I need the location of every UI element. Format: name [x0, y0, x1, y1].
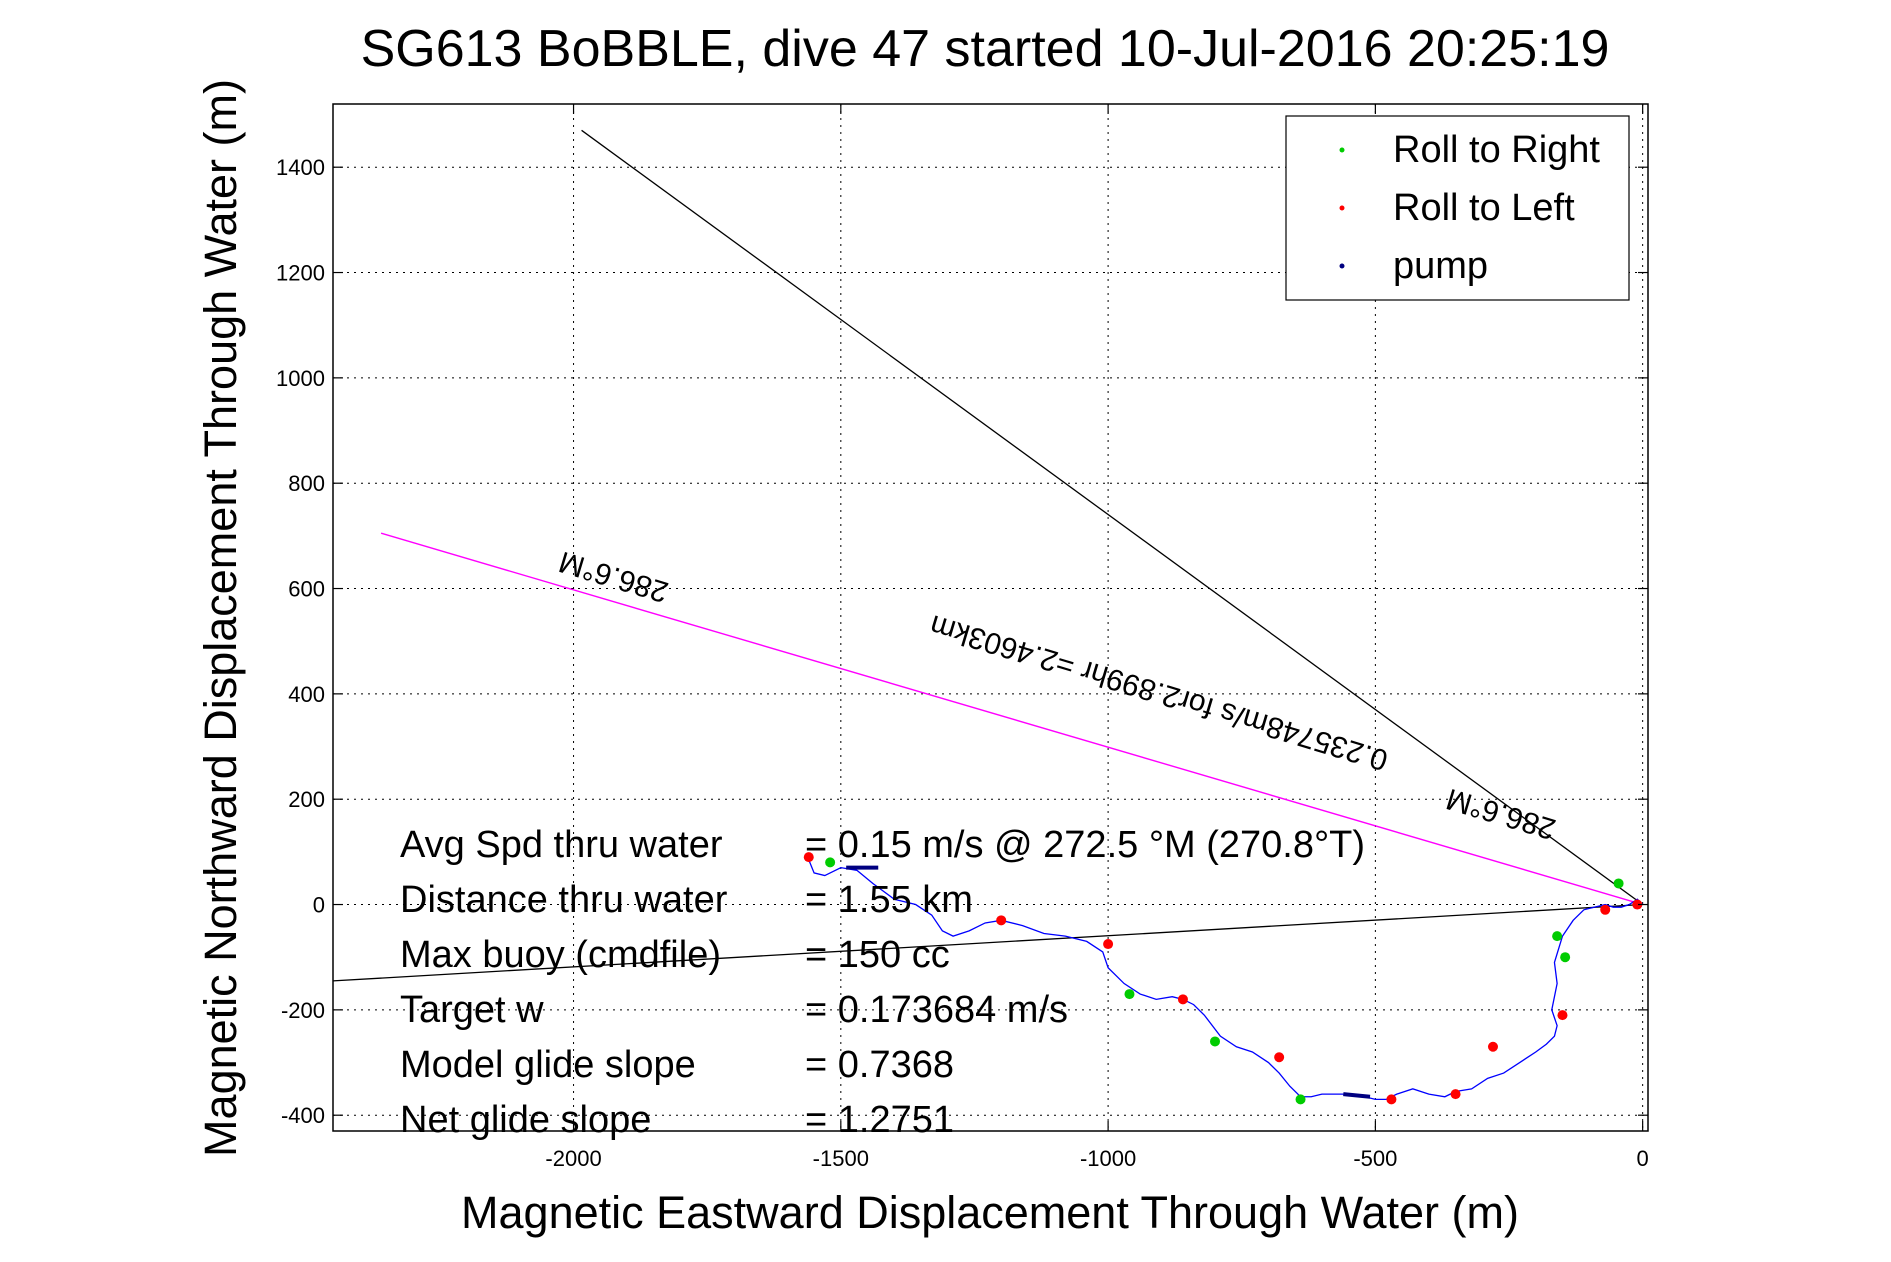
line-annotation: 286.6°M [555, 545, 672, 609]
reference-line [332, 903, 1643, 982]
roll-left-point [1103, 939, 1114, 950]
annotation-layer: 286.6°M 286.6°M 0.235748m/s for2.899hr =2.… [555, 545, 1559, 846]
x-tick-label: 0 [1637, 1146, 1649, 1171]
y-tick-label: 1000 [276, 366, 325, 391]
x-tick-label: -1000 [1080, 1146, 1136, 1171]
chart-title: SG613 BoBBLE, dive 47 started 10-Jul-201… [361, 20, 1610, 78]
roll-left-point [1177, 994, 1188, 1005]
stat-value: = 0.173684 m/s [805, 989, 1068, 1031]
stat-label: Distance thru water [400, 879, 728, 921]
roll-left-point [1487, 1041, 1498, 1052]
stat-label: Max buoy (cmdfile) [400, 934, 721, 976]
legend-marker [1339, 205, 1345, 211]
y-tick-label: 0 [313, 893, 325, 918]
stat-value: = 150 cc [805, 934, 950, 976]
x-axis-label: Magnetic Eastward Displacement Through W… [461, 1187, 1519, 1238]
legend-label: Roll to Left [1393, 187, 1575, 229]
roll-right-point [1613, 878, 1624, 889]
reference-line [581, 129, 1644, 906]
roll-left-point [1274, 1052, 1285, 1063]
line-annotation: 0.235748m/s for2.899hr =2.4603km [926, 608, 1392, 776]
legend-label: Roll to Right [1393, 129, 1600, 171]
y-tick-label: 1400 [276, 155, 325, 180]
axis-ticks: -2000 -1500 -1000 -500 0-400-200020040060080… [276, 104, 1649, 1171]
stat-value: = 1.55 km [805, 879, 973, 921]
legend-label: pump [1393, 245, 1488, 287]
stat-label: Net glide slope [400, 1099, 651, 1141]
y-tick-label: 200 [288, 787, 325, 812]
roll-left-point [1450, 1089, 1461, 1100]
y-tick-label: 600 [288, 577, 325, 602]
roll-left-point [1557, 1010, 1568, 1021]
legend-marker [1339, 147, 1345, 153]
stat-value: = 0.15 m/s @ 272.5 °M (270.8°T) [805, 824, 1365, 866]
roll-right-point [1295, 1094, 1306, 1105]
roll-left-point [1632, 899, 1643, 910]
stat-label: Target w [400, 989, 544, 1031]
roll-left-point [803, 852, 814, 863]
y-tick-label: 1200 [276, 261, 325, 286]
marks-layer [803, 852, 1643, 1105]
stat-label: Model glide slope [400, 1044, 696, 1086]
y-tick-label: 800 [288, 471, 325, 496]
roll-right-point [1552, 931, 1563, 942]
stat-label: Avg Spd thru water [400, 824, 723, 866]
y-axis-label: Magnetic Northward Displacement Through … [195, 79, 246, 1157]
line-annotation: 286.6°M [1443, 782, 1560, 846]
y-tick-label: 400 [288, 682, 325, 707]
roll-left-point [996, 915, 1007, 926]
x-tick-label: -2000 [545, 1146, 601, 1171]
track-layer [808, 859, 1644, 1101]
x-tick-label: -500 [1353, 1146, 1397, 1171]
roll-right-point [825, 857, 836, 868]
pump-segment [1343, 1092, 1371, 1099]
roll-left-point [1386, 1094, 1397, 1105]
legend[interactable]: Roll to Right Roll to Left pump [1285, 115, 1630, 301]
stat-value: = 1.2751 [805, 1099, 954, 1141]
roll-right-point [1124, 989, 1135, 1000]
stat-value: = 0.7368 [805, 1044, 954, 1086]
roll-right-point [1210, 1036, 1221, 1047]
glider-track [808, 859, 1644, 1101]
reference-lines [332, 129, 1644, 982]
y-tick-label: -400 [281, 1103, 325, 1128]
x-tick-label: -1500 [813, 1146, 869, 1171]
grid [333, 104, 1648, 1131]
bearing-line [380, 532, 1643, 906]
roll-left-point [1600, 904, 1611, 915]
stats-block: Avg Spd thru water = 0.15 m/s @ 272.5 °M … [400, 824, 1365, 1141]
y-tick-label: -200 [281, 998, 325, 1023]
roll-right-point [1560, 952, 1571, 963]
legend-marker [1339, 263, 1345, 269]
plot-frame [332, 103, 1649, 1132]
